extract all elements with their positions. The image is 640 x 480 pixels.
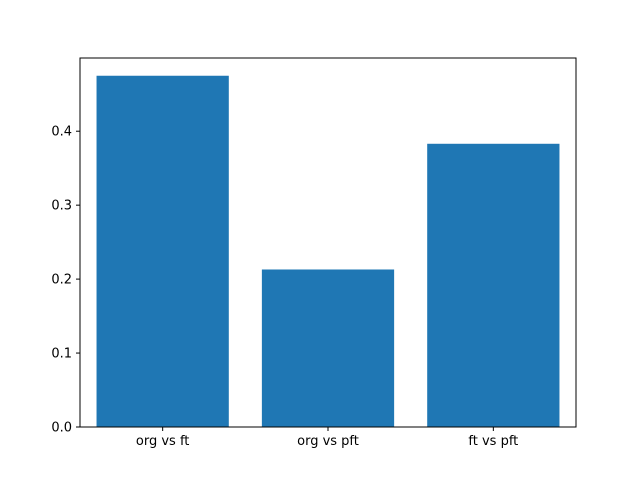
y-tick-label: 0.2 <box>51 273 72 288</box>
bar-ft-vs-pft <box>427 143 560 428</box>
y-tick-label: 0.0 <box>51 421 72 436</box>
bar-org-vs-pft <box>261 269 395 427</box>
x-tick-label: org vs ft <box>136 434 190 449</box>
y-tick-label: 0.3 <box>51 199 72 214</box>
x-tick-label: ft vs pft <box>468 434 518 449</box>
x-tick-label: org vs pft <box>297 434 359 449</box>
y-tick-label: 0.4 <box>51 125 72 140</box>
bar-org-vs-ft <box>96 75 229 427</box>
y-tick-label: 0.1 <box>51 347 72 362</box>
axes-spines <box>79 57 577 428</box>
